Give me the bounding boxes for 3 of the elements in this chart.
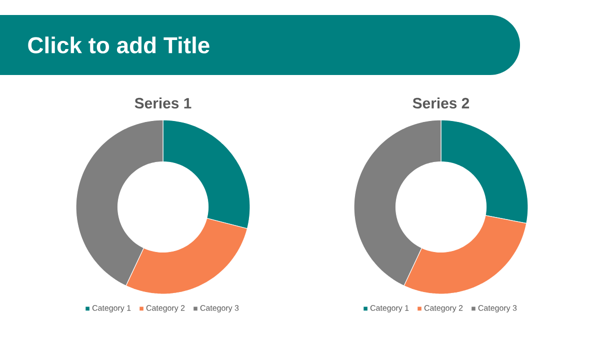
chart-title: Series 1 xyxy=(134,98,192,108)
chart-title: Series 2 xyxy=(412,98,470,108)
text: Click to add Title xyxy=(28,36,210,54)
